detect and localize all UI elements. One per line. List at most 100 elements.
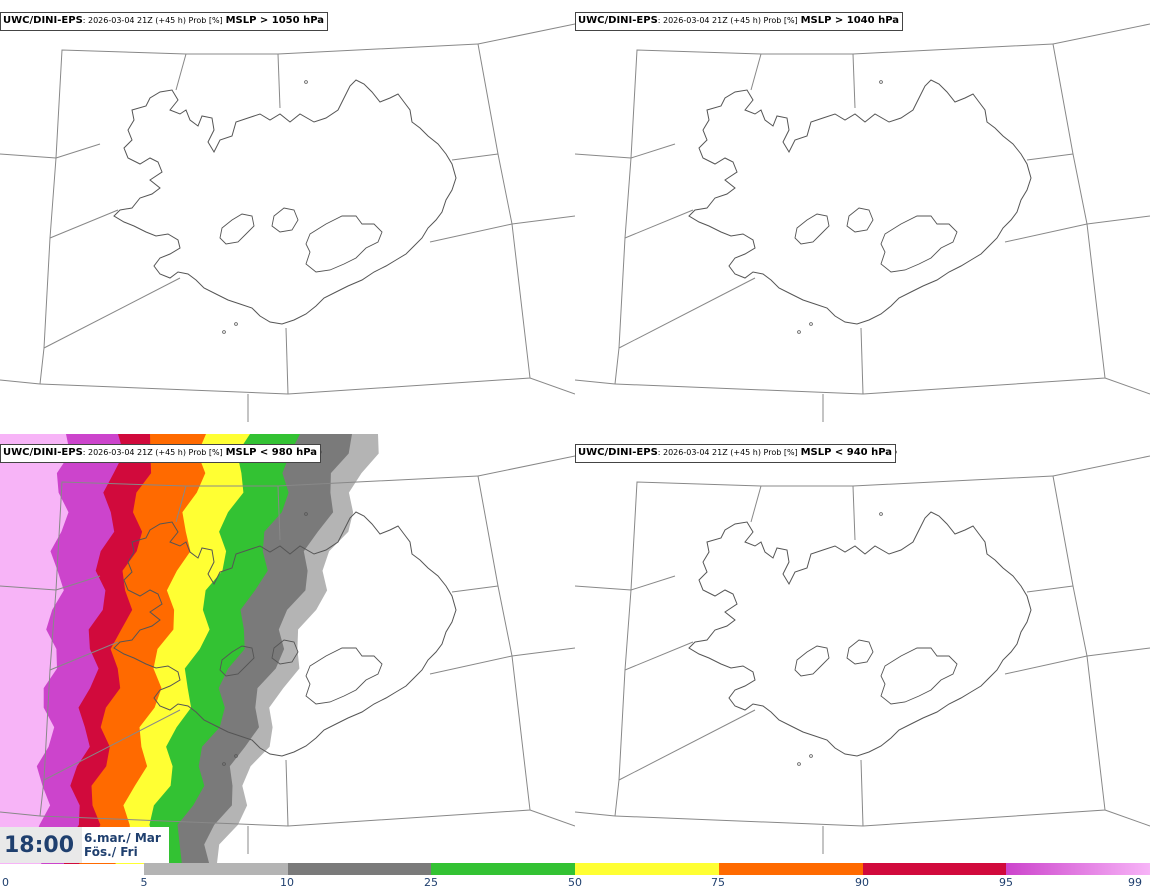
grid-line [0,153,57,159]
grid-line [285,759,289,827]
colorbar-tick-label: 99 [1128,876,1142,889]
colorbar-tick-label: 90 [855,876,869,889]
grid-line [750,485,762,523]
island-dot [797,762,801,766]
model-name: UWC/DINI-EPS [578,15,658,26]
valid-time-clock: 18:00 [4,832,75,858]
grid-line [55,143,101,159]
grid-line [852,485,856,541]
grid-line [529,809,575,827]
map-layer [575,450,1150,854]
grid-line [429,655,513,675]
island-dot [222,762,226,766]
colorbar-tick-label: 50 [568,876,582,889]
map-canvas [0,18,575,422]
colorbar [144,863,1150,875]
grid-line [43,277,181,349]
map-canvas [0,434,575,864]
grid-line [511,647,575,657]
island-dot [809,322,813,326]
grid-line [1052,455,1150,477]
map-canvas [575,18,1150,422]
grid-line [175,53,187,91]
grid-line [39,157,57,385]
grid-line [852,53,856,109]
island-dot [809,754,813,758]
panel-title: UWC/DINI-EPS: 2026-03-04 21Z (+45 h) Pro… [575,12,903,31]
grid-line [860,327,864,395]
grid-line [860,759,864,827]
glacier-outline [305,215,383,273]
grid-line [630,143,676,159]
grid-line [39,43,531,395]
grid-line [1086,647,1150,657]
colorbar-segment [1006,863,1150,875]
grid-line [614,43,1106,395]
map-panel-mslp-gt-1040: UWC/DINI-EPS: 2026-03-04 21Z (+45 h) Pro… [575,2,1150,432]
grid-line [575,379,616,385]
valid-time-box: 18:00 6.mar./ Mar Fös./ Fri [0,827,169,863]
grid-line [55,43,479,159]
run-info: : 2026-03-04 21Z (+45 h) Prob [%] [82,16,223,25]
coastline-iceland [113,79,457,325]
island-dot [234,322,238,326]
panel-title: UWC/DINI-EPS: 2026-03-04 21Z (+45 h) Pro… [575,444,897,463]
island-dot [304,512,308,516]
island-dot [304,80,308,84]
colorbar-segment [287,863,432,875]
grid-line [477,23,575,45]
run-info: : 2026-03-04 21Z (+45 h) Prob [%] [657,16,798,25]
grid-line [618,277,756,349]
glacier-outline [305,647,383,705]
run-info: : 2026-03-04 21Z (+45 h) Prob [%] [657,448,798,457]
grid-line [614,475,1106,827]
grid-line [624,641,694,671]
grid-line [1104,809,1150,827]
grid-line [1026,585,1074,593]
grid-line [1004,655,1088,675]
grid-line [451,585,499,593]
grid-line [630,575,676,591]
colorbar-tick-label: 5 [140,876,148,889]
grid-line [43,709,181,781]
colorbar-tick-label: 95 [999,876,1013,889]
map-panel-mslp-gt-1050: UWC/DINI-EPS: 2026-03-04 21Z (+45 h) Pro… [0,2,575,432]
glacier-outline [271,639,299,665]
grid-line [1052,23,1150,45]
run-info: : 2026-03-04 21Z (+45 h) Prob [%] [82,448,223,457]
glacier-outline [219,213,255,245]
glacier-outline [880,647,958,705]
grid-line [0,811,41,817]
island-dot [222,330,226,334]
glacier-outline [846,207,874,233]
glacier-outline [271,207,299,233]
map-panel-mslp-lt-940: UWC/DINI-EPS: 2026-03-04 21Z (+45 h) Pro… [575,434,1150,864]
glacier-outline [794,645,830,677]
grid-line [0,379,41,385]
coastline-iceland [688,511,1032,757]
grid-line [0,585,57,591]
grid-line [630,475,1054,591]
map-layer [0,434,575,864]
grid-line [511,215,575,225]
island-dot [797,330,801,334]
map-layer [0,18,575,422]
colorbar-segment [862,863,1007,875]
colorbar-segment [575,863,719,875]
grid-line [614,589,632,817]
probability-band [0,434,70,864]
model-name: UWC/DINI-EPS [3,15,83,26]
grid-line [451,153,499,161]
grid-line [49,209,119,239]
colorbar-tick-label: 10 [280,876,294,889]
panel-title: UWC/DINI-EPS: 2026-03-04 21Z (+45 h) Pro… [0,12,328,31]
grid-line [1026,153,1074,161]
variable-label: MSLP > 1040 hPa [800,15,899,26]
variable-label: MSLP < 940 hPa [800,447,893,458]
grid-line [575,811,616,817]
colorbar-ticks: 0 5 10 25 50 75 90 95 99 [0,876,1150,890]
grid-line [39,589,57,817]
colorbar-segment [144,863,288,875]
grid-line [175,485,187,523]
coastline-iceland [113,511,457,757]
